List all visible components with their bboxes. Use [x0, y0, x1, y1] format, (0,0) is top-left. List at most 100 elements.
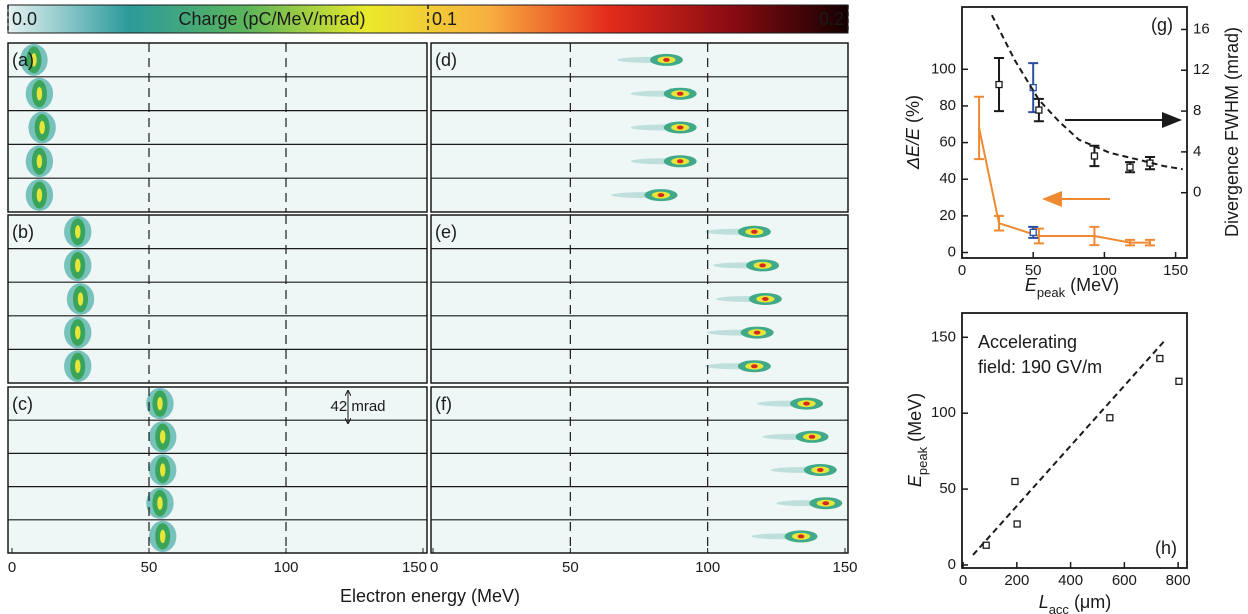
spectrum-peak	[39, 120, 45, 135]
y-tick-label: 150	[931, 328, 956, 345]
spectrum-peak	[157, 396, 163, 411]
panel-label: (c)	[12, 394, 33, 414]
annotation: field: 190 GV/m	[978, 357, 1102, 377]
y-axis-label-symbol: ΔE/E	[903, 127, 923, 170]
spectrum-peak	[676, 125, 684, 130]
x-tick-label: 150	[1163, 262, 1188, 279]
spectrum-background	[8, 43, 427, 212]
spectrum-peak	[762, 297, 769, 301]
panel-label: (e)	[435, 222, 457, 242]
data-point	[1126, 163, 1134, 171]
y-axis-label: Epeak (MeV)	[905, 393, 930, 487]
colorbar-tick-label: 0.2	[819, 9, 844, 29]
y-tick-label: 80	[939, 97, 956, 114]
x-axis-label: Epeak (MeV)	[1025, 275, 1119, 300]
spectrum-peak	[36, 86, 43, 101]
panel-label: (d)	[435, 50, 457, 70]
data-point	[1035, 106, 1043, 114]
error-bar	[1033, 227, 1044, 245]
x-tick-label: 800	[1166, 572, 1191, 589]
spectrum-peak	[36, 188, 43, 202]
x-tick-label: 0	[430, 559, 438, 576]
x-tick-label: 400	[1058, 572, 1083, 589]
data-point	[1156, 354, 1164, 363]
y-tick-label: 20	[939, 207, 956, 224]
spectrum-peak	[803, 401, 810, 406]
error-bar	[974, 95, 985, 161]
spectrum-peak	[663, 57, 670, 62]
x-tick-label: 50	[562, 559, 579, 576]
x-axis-label-unit: (MeV)	[1070, 275, 1119, 295]
y-axis-label-unit: (%)	[903, 95, 923, 123]
error-bar	[994, 214, 1005, 232]
y2-axis-label: Divergence FWHM (mrad)	[1222, 27, 1242, 237]
x-axis-label-subscript: peak	[1037, 285, 1066, 300]
y2-axis-label-text: Divergence FWHM (mrad)	[1222, 27, 1242, 237]
data-point	[1011, 477, 1019, 486]
spectrum-peak	[759, 263, 766, 268]
panel-frame	[7, 42, 428, 213]
spectrum-peak	[816, 468, 824, 472]
y2-tick-label: 0	[1193, 184, 1201, 201]
y-tick-label: 0	[948, 243, 956, 260]
spectrum-peak	[159, 430, 166, 444]
y-tick-label: 50	[939, 480, 956, 497]
spectrum-peak	[808, 434, 816, 439]
spectrum-peak	[75, 225, 81, 239]
spectrum-peak	[751, 229, 758, 234]
annotation: 42 mrad	[330, 398, 385, 415]
data-point	[1175, 377, 1183, 385]
panel-label: (a)	[12, 50, 34, 70]
data-point	[1090, 152, 1099, 160]
data-point	[982, 541, 990, 549]
error-bar	[1125, 238, 1136, 247]
panel-frame	[430, 214, 849, 384]
spectrum-peak	[822, 501, 830, 506]
colorbar-tick-label: 0.1	[432, 9, 457, 29]
shared-x-label: Electron energy (MeV)	[340, 586, 520, 606]
y-tick-label: 100	[931, 404, 956, 421]
spectrum-peak	[676, 159, 684, 164]
x-tick-label: 150	[832, 559, 857, 576]
x-tick-label: 50	[141, 559, 158, 576]
panel-frame	[430, 42, 849, 213]
y-axis-label: ΔE/E (%)	[903, 95, 923, 170]
x-axis-label-unit: (μm)	[1074, 592, 1111, 612]
x-tick-label: 100	[1092, 262, 1117, 279]
x-tick-label: 0	[8, 559, 16, 576]
y-tick-label: 0	[948, 556, 956, 573]
y-tick-label: 100	[931, 60, 956, 77]
x-tick-label: 100	[695, 559, 720, 576]
panel-label: (b)	[12, 222, 34, 242]
x-tick-label: 100	[273, 559, 298, 576]
spectrum-peak	[75, 359, 81, 373]
spectrum-peak	[75, 325, 81, 340]
spectrum-peak	[36, 154, 43, 169]
data-point	[995, 80, 1003, 89]
y2-tick-label: 12	[1193, 61, 1210, 78]
series-line	[991, 14, 1183, 171]
error-bar	[1144, 238, 1155, 247]
x-tick-label: 0	[958, 262, 966, 279]
data-point	[1029, 83, 1037, 92]
spectrum-peak	[797, 534, 805, 539]
y-axis-label-unit: (MeV)	[905, 393, 925, 442]
x-axis-label-symbol: L	[1039, 592, 1049, 612]
y2-tick-label: 16	[1193, 20, 1210, 37]
spectrum-peak	[157, 496, 163, 510]
spectrum-peak	[159, 529, 166, 544]
panel-frame	[7, 214, 428, 384]
panel-frame	[7, 386, 428, 554]
series-line	[978, 127, 1150, 244]
x-tick-label: 0	[959, 572, 967, 589]
x-tick-label: 150	[402, 559, 427, 576]
data-point	[1029, 228, 1037, 237]
spectrum-peak	[159, 463, 166, 477]
y2-tick-label: 4	[1193, 143, 1201, 160]
spectrum-peak	[676, 91, 684, 96]
spectrum-peak	[31, 53, 37, 67]
x-tick-label: 200	[1004, 572, 1029, 589]
panel-frame	[430, 386, 849, 554]
